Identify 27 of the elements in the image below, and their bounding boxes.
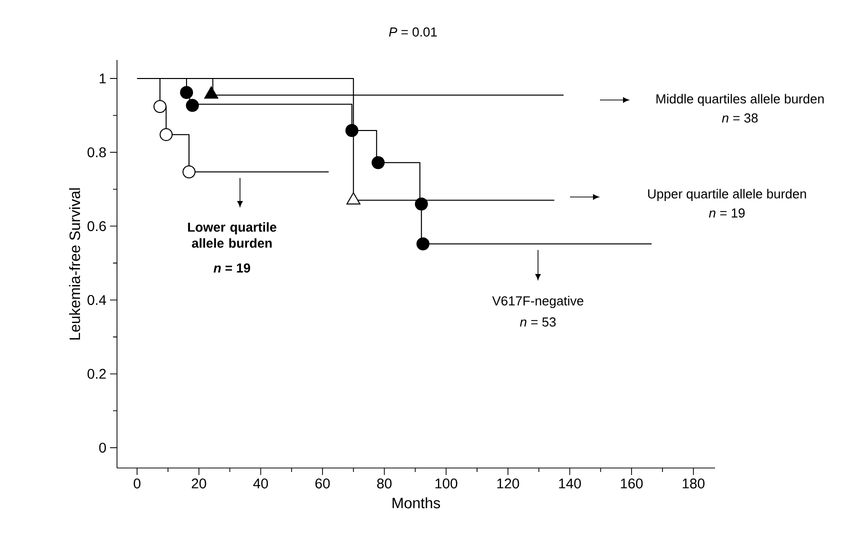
x-tick-label: 80	[377, 478, 392, 488]
text: n = 38	[722, 113, 758, 123]
y-tick-label: 0.4	[88, 295, 106, 305]
y-tick-label: 0.8	[88, 147, 106, 158]
x-tick-label: 40	[253, 478, 268, 488]
annotation: V617F-negative	[492, 296, 584, 308]
x-tick-label: 180	[682, 478, 705, 488]
text: P = 0.01	[389, 27, 437, 37]
annotation: n = 19	[708, 208, 745, 218]
x-tick-label: 140	[559, 478, 581, 488]
y-axis-title: Leukemia-free Survival	[69, 188, 80, 340]
annotation: n = 19	[214, 263, 250, 273]
x-tick-label: 120	[497, 478, 520, 488]
x-tick-label: 160	[620, 478, 643, 488]
x-tick-label: 60	[315, 478, 330, 488]
annotation: Lower quartile allele burden	[188, 222, 276, 248]
y-tick-label: 0.2	[88, 368, 106, 379]
x-tick-label: 20	[192, 478, 206, 488]
annotation: n = 53	[520, 317, 556, 327]
y-tick-label: 0	[99, 442, 106, 453]
y-tick-label: 1	[100, 74, 106, 84]
x-tick-label: 100	[436, 478, 458, 488]
x-axis-title: Months	[392, 497, 440, 508]
annotation: Middle quartiles allele burden	[656, 94, 824, 106]
y-tick-label: 0.6	[88, 221, 106, 232]
x-tick-label: 0	[134, 478, 140, 488]
annotation: Upper quartile allele burden	[648, 188, 806, 202]
